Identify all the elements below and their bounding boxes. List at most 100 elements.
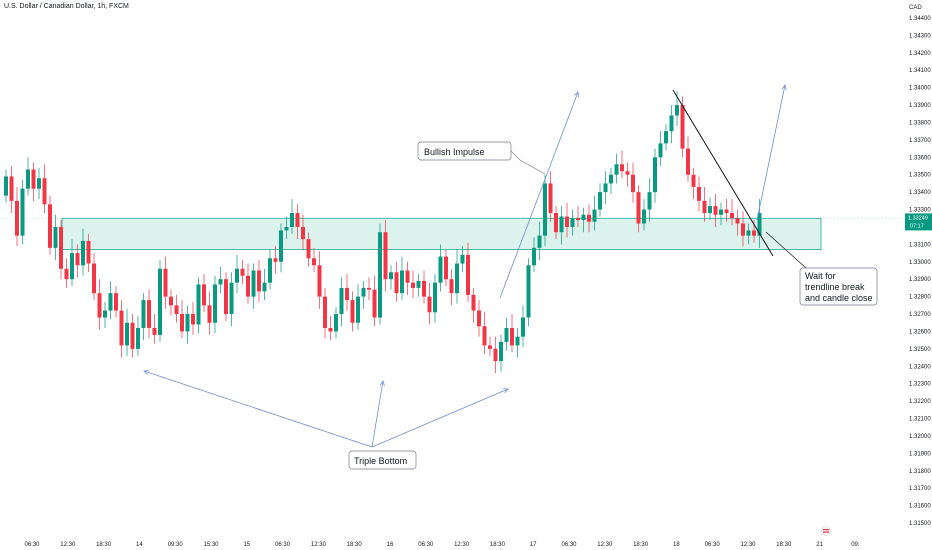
candle: [482, 312, 487, 355]
candle-body: [477, 310, 481, 327]
candle-body: [411, 282, 415, 288]
candle-body: [543, 183, 547, 236]
candle-body: [97, 293, 102, 318]
candle: [702, 186, 707, 222]
drawings-layer: Bullish Impulse Triple Bottom Wait fortren…: [143, 84, 878, 470]
candle-body: [323, 296, 327, 328]
candle-body: [356, 296, 360, 323]
candle-body: [642, 209, 646, 224]
candle-body: [103, 310, 107, 318]
candle-body: [180, 314, 184, 332]
candle-body: [449, 279, 454, 294]
candle-body: [570, 218, 575, 227]
time-tick: 18:30: [776, 542, 792, 548]
candle: [301, 214, 305, 250]
candle-body: [367, 287, 371, 290]
price-tick: 1.33700: [909, 138, 931, 144]
candle-body: [548, 183, 553, 214]
time-tick: 18:30: [633, 542, 649, 548]
time-tick: 12:30: [311, 542, 327, 548]
candle-body: [488, 345, 492, 349]
candle: [449, 268, 454, 306]
candle: [609, 167, 613, 194]
candle-body: [37, 178, 41, 189]
candle-body: [515, 336, 520, 346]
candle-body: [724, 209, 729, 214]
candle: [565, 202, 569, 238]
candle: [158, 260, 162, 342]
price-tick: 1.32100: [909, 417, 931, 423]
candle-body: [746, 230, 751, 236]
candle-body: [141, 300, 146, 328]
wait-label-2: trendline break: [805, 282, 865, 292]
price-tick: 1.32400: [909, 364, 931, 370]
time-tick: 06:30: [24, 542, 40, 548]
candle: [317, 251, 322, 309]
impulse-arrow-line: [499, 91, 579, 299]
candle-body: [246, 275, 250, 297]
candle-body: [658, 143, 663, 158]
candle-body: [339, 287, 344, 315]
candle-body: [653, 157, 657, 193]
candle-body: [460, 254, 465, 264]
candle-body: [108, 293, 113, 311]
candle: [251, 263, 256, 309]
candle: [103, 301, 107, 328]
time-tick: 06:30: [418, 542, 434, 548]
candle-body: [169, 296, 173, 306]
candle-body: [504, 327, 509, 342]
candle-body: [345, 287, 349, 301]
candle-body: [598, 192, 602, 210]
time-tick: 21: [816, 542, 823, 548]
candle: [350, 291, 355, 332]
candle-body: [125, 322, 129, 346]
candle-body: [213, 284, 217, 323]
bottom-arrow-left: [143, 369, 373, 448]
candle-body: [625, 171, 630, 175]
candle-body: [394, 272, 399, 294]
trendline: [672, 89, 774, 257]
candle: [592, 195, 597, 231]
candle-body: [361, 287, 366, 297]
candle: [130, 314, 135, 358]
candle-body: [64, 268, 69, 280]
bottom-arrow-right-head: [502, 388, 509, 394]
candle-body: [378, 232, 382, 318]
price-tick: 1.31800: [909, 469, 931, 475]
candle: [246, 263, 250, 304]
candle-body: [702, 200, 707, 214]
candle-body: [196, 284, 201, 325]
candle-body: [306, 239, 311, 259]
candle: [4, 169, 8, 203]
candle: [488, 336, 492, 356]
projection-arrow: [756, 84, 787, 221]
price-tick: 1.32000: [909, 434, 931, 440]
candle-body: [130, 322, 135, 349]
candle: [163, 256, 168, 309]
price-tick: 1.34300: [909, 33, 931, 39]
candle-body: [48, 204, 52, 248]
candle: [537, 221, 542, 261]
candle: [125, 308, 129, 356]
time-tick: 09:: [851, 542, 860, 548]
price-tick: 1.34400: [909, 16, 931, 22]
candle-body: [466, 254, 470, 295]
candle: [576, 206, 580, 227]
triple-bottom-label: Triple Bottom: [354, 456, 407, 466]
candle-body: [554, 213, 558, 233]
time-tick: 15: [243, 542, 250, 548]
impulse-arrow-head: [574, 91, 579, 98]
candle: [372, 275, 377, 327]
time-tick: 16: [387, 542, 394, 548]
time-tick: 12:30: [597, 542, 613, 548]
candle: [686, 136, 690, 182]
candle: [361, 280, 366, 309]
candle: [86, 233, 91, 273]
projection-arrow-head: [781, 84, 787, 90]
candle-body: [592, 209, 597, 222]
time-tick: 18:30: [347, 542, 363, 548]
candle: [279, 223, 283, 273]
candle-body: [372, 289, 377, 318]
bottom-arrow-mid-line: [371, 380, 384, 448]
